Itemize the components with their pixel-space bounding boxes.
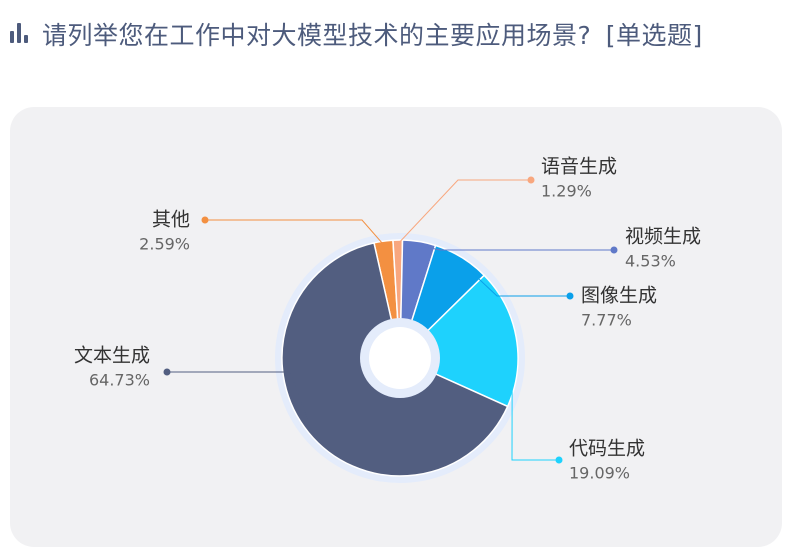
slice-value-label: 7.77% (581, 311, 632, 330)
slice-label: 代码生成 (569, 438, 645, 460)
leader-line (167, 371, 313, 431)
leader-dot (163, 368, 171, 376)
leader-dot (610, 246, 618, 254)
leader-line (418, 245, 614, 251)
leader-dot (566, 292, 574, 300)
slice-value-label: 1.29% (541, 182, 592, 201)
leader-dot (527, 176, 535, 184)
question-type: [单选题] (605, 21, 703, 50)
question-header: 请列举您在工作中对大模型技术的主要应用场景? [单选题] (8, 14, 703, 54)
leader-line (511, 337, 559, 461)
slice-label: 文本生成 (74, 345, 150, 367)
pie-chart: 其他 2.59% 语音生成 1.29% 视频生成 4.53% 图像生成 7.77% 代码生成 19… (74, 156, 701, 483)
leader-line (205, 219, 385, 246)
slice-label: 语音生成 (541, 156, 617, 178)
slice-value-label: 64.73% (89, 371, 150, 390)
bar-chart-icon (8, 23, 30, 45)
slice-label: 视频生成 (625, 226, 701, 248)
slice-label: 图像生成 (581, 285, 657, 307)
slice-value-label: 4.53% (625, 252, 676, 271)
question-title: 请列举您在工作中对大模型技术的主要应用场景? [单选题] (42, 16, 703, 52)
leader-dot (555, 456, 563, 464)
slice-value-label: 19.09% (569, 464, 630, 483)
leader-line (397, 179, 531, 245)
question-text: 请列举您在工作中对大模型技术的主要应用场景? (42, 21, 592, 50)
leader-line (459, 260, 570, 297)
slice-label: 其他 (152, 209, 190, 231)
leader-dot (201, 216, 209, 224)
slice-value-label: 2.59% (139, 235, 190, 254)
pie-hole (369, 327, 431, 389)
